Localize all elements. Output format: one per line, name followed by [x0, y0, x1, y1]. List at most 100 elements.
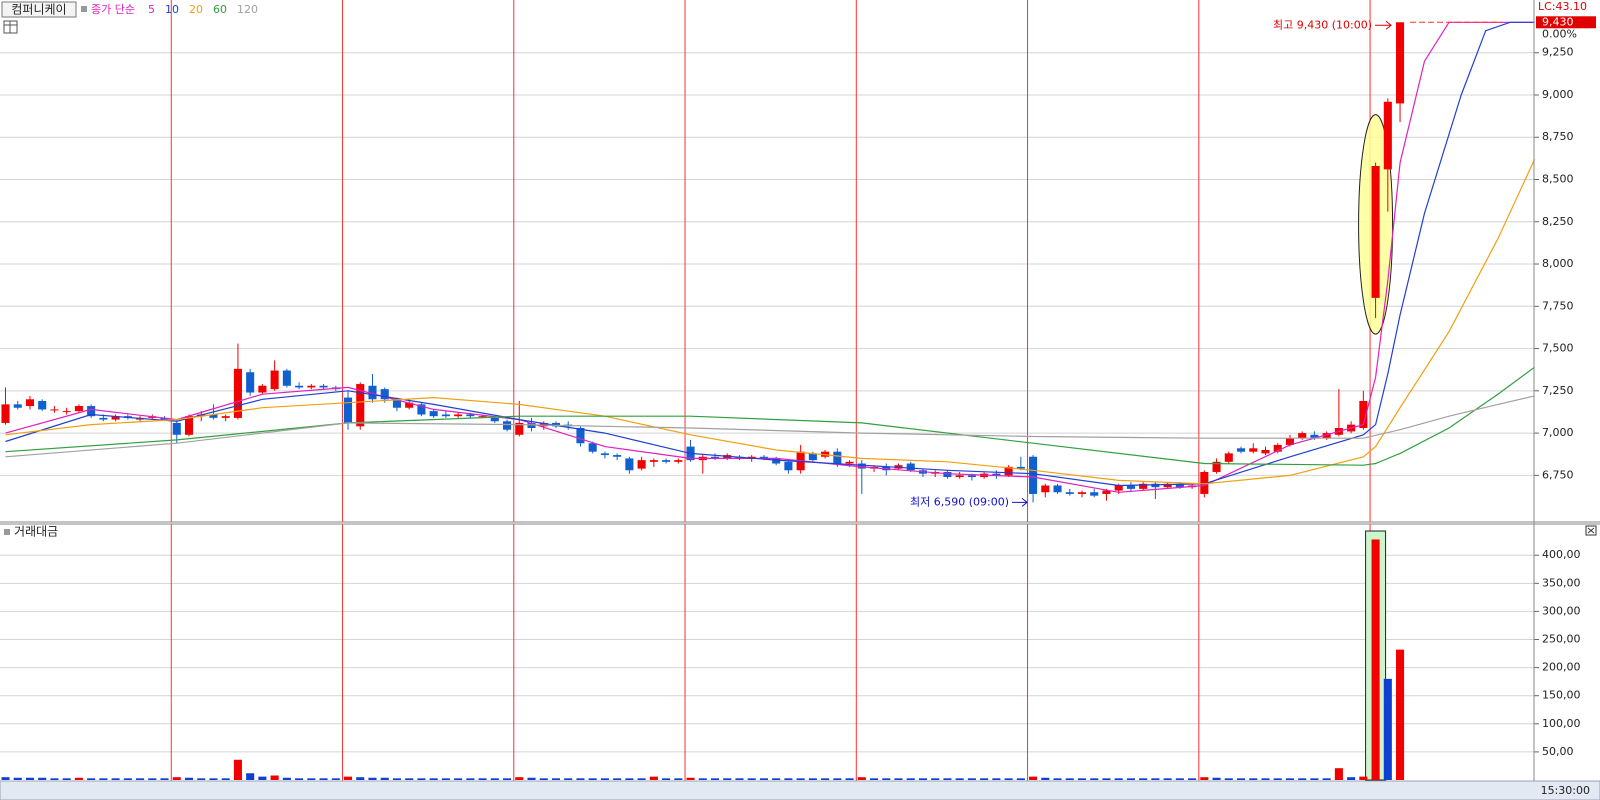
- candle-body: [527, 422, 536, 429]
- moving-average-line: [5, 21, 1535, 487]
- candle-body: [588, 443, 597, 452]
- volume-bar: [1126, 778, 1135, 780]
- volume-bar: [576, 778, 585, 780]
- candle-body: [466, 414, 475, 417]
- volume-bar: [1359, 776, 1368, 780]
- volume-bar: [1004, 778, 1013, 780]
- y-tick-label: 7,500: [1542, 342, 1574, 355]
- time-label: 15:30:00: [1541, 784, 1590, 797]
- volume-bar: [564, 778, 573, 780]
- volume-bar: [1, 777, 10, 780]
- volume-bar: [392, 778, 401, 780]
- volume-bar: [710, 778, 720, 780]
- candle-body: [13, 404, 22, 408]
- volume-bar: [74, 777, 83, 780]
- candle-body: [50, 409, 59, 411]
- volume-bar: [380, 777, 389, 780]
- candle-body: [221, 416, 230, 418]
- volume-bar: [747, 778, 756, 780]
- candle-body: [503, 421, 512, 430]
- volume-bar: [1200, 777, 1209, 780]
- y-tick-label: 7,750: [1542, 299, 1574, 312]
- candle-body: [710, 456, 720, 459]
- candle-body: [637, 460, 646, 469]
- volume-bar: [515, 777, 524, 780]
- volume-bar: [331, 778, 340, 780]
- candle-body: [1029, 456, 1038, 494]
- volume-bar: [833, 778, 842, 780]
- last-price-label: 9,430: [1542, 15, 1574, 28]
- y-tick-label: 6,750: [1542, 468, 1574, 481]
- volume-bar: [258, 776, 267, 780]
- volume-bar: [845, 778, 854, 780]
- y-tick-label: 9,250: [1542, 46, 1574, 59]
- volume-bar: [588, 778, 597, 780]
- candle-body: [38, 400, 47, 410]
- close-icon: [1587, 527, 1595, 534]
- volume-bar: [490, 778, 499, 780]
- candle-body: [99, 417, 108, 420]
- volume-bar: [1236, 778, 1246, 780]
- volume-bar: [417, 778, 426, 780]
- volume-bar: [1371, 539, 1380, 780]
- volume-bar: [955, 778, 964, 780]
- candle-body: [1396, 22, 1405, 104]
- lc-label: LC:43.10: [1538, 0, 1587, 13]
- mark-layer: [1, 16, 1596, 780]
- volume-bar: [1298, 778, 1307, 780]
- candle-body: [625, 458, 634, 471]
- stock-name[interactable]: 컴퍼니케이: [11, 3, 66, 17]
- volume-bar: [796, 778, 805, 780]
- candle-body: [1041, 485, 1050, 493]
- volume-bar: [99, 778, 108, 780]
- candle-body: [62, 411, 71, 413]
- volume-bar: [637, 778, 646, 780]
- legend-marker: [81, 6, 87, 12]
- candle-body: [1371, 165, 1380, 298]
- candle-body: [906, 463, 915, 471]
- candle-body: [74, 406, 83, 412]
- volume-bar: [1139, 778, 1148, 780]
- volume-bar: [625, 778, 634, 780]
- candle-body: [356, 384, 365, 427]
- y-tick-label: 8,000: [1542, 257, 1574, 270]
- volume-bar: [821, 778, 830, 780]
- candle-body: [295, 385, 304, 388]
- y-tick-label: 350,00: [1542, 576, 1581, 589]
- candle-body: [1200, 471, 1209, 494]
- candle-body: [833, 451, 842, 464]
- candle-body: [1016, 466, 1025, 469]
- candle-body: [490, 417, 499, 422]
- y-tick-label: 200,00: [1542, 661, 1581, 674]
- volume-bar: [454, 778, 463, 780]
- candle-body: [1383, 101, 1392, 170]
- volume-bar: [405, 778, 414, 780]
- stock-name-box[interactable]: [1, 1, 77, 18]
- volume-bar: [160, 778, 169, 780]
- y-tick-label: 8,750: [1542, 130, 1574, 143]
- ma-label: 종가 단순: [91, 3, 135, 16]
- candle-body: [380, 389, 389, 400]
- candle-body: [1224, 453, 1233, 462]
- y-tick-label: 9,000: [1542, 88, 1574, 101]
- volume-bar: [649, 776, 658, 780]
- volume-bar: [943, 778, 952, 780]
- candle-body: [967, 475, 976, 478]
- last-price-box: [1536, 16, 1596, 29]
- volume-bar: [282, 777, 291, 780]
- volume-bar: [368, 777, 377, 780]
- volume-bar: [1175, 778, 1184, 780]
- volume-bar: [62, 778, 71, 780]
- candle-body: [478, 416, 487, 418]
- candle-body: [1090, 492, 1099, 496]
- volume-bar: [1273, 778, 1282, 780]
- candle-body: [405, 402, 414, 408]
- volume-bar: [894, 778, 903, 780]
- candle-body: [1285, 438, 1294, 445]
- candle-body: [258, 385, 267, 393]
- candle-body: [1273, 444, 1282, 452]
- volume-bar: [784, 778, 793, 780]
- volume-bar: [1188, 778, 1197, 780]
- legend-entry: 120: [237, 3, 258, 16]
